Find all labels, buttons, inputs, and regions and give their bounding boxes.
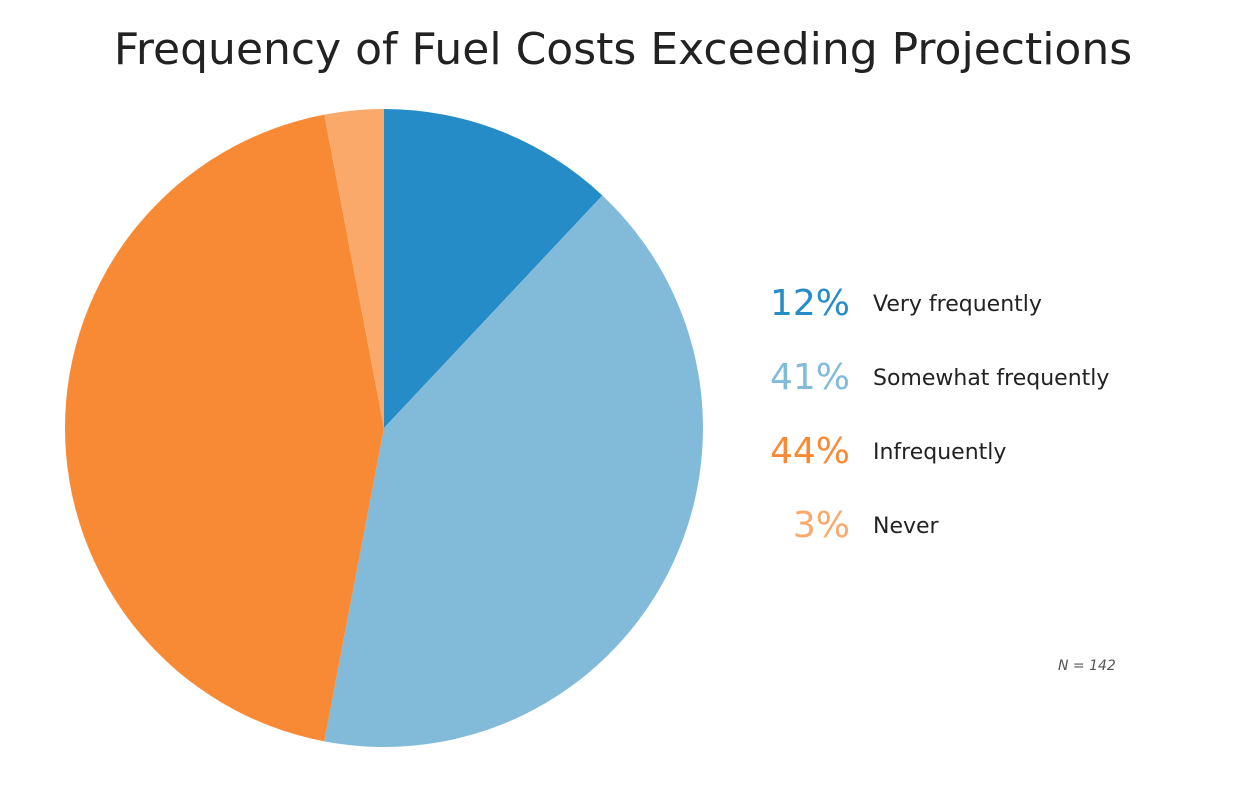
legend: 12% Very frequently 41% Somewhat frequen… — [740, 280, 1200, 576]
sample-size-note: N = 142 — [1058, 658, 1116, 674]
legend-row-never: 3% Never — [740, 502, 1200, 576]
pie-slice-infrequently — [65, 114, 385, 742]
legend-row-very-frequently: 12% Very frequently — [740, 280, 1200, 354]
legend-row-infrequently: 44% Infrequently — [740, 428, 1200, 502]
legend-row-somewhat-frequently: 41% Somewhat frequently — [740, 354, 1200, 428]
legend-pct-infrequently: 44% — [769, 431, 850, 472]
legend-label-somewhat-frequently: Somewhat frequently — [873, 366, 1110, 391]
legend-pct-somewhat-frequently: 41% — [769, 357, 850, 398]
pie-slice-very-frequently — [384, 109, 603, 428]
pie-slice-somewhat-frequently — [324, 195, 703, 747]
pie-slice-never — [324, 109, 384, 428]
chart-title: Frequency of Fuel Costs Exceeding Projec… — [113, 24, 1133, 75]
legend-pct-very-frequently: 12% — [769, 283, 850, 324]
legend-pct-never: 3% — [792, 505, 850, 546]
legend-label-infrequently: Infrequently — [873, 440, 1007, 465]
legend-label-very-frequently: Very frequently — [873, 292, 1042, 317]
pie-slices-group — [65, 109, 703, 747]
legend-label-never: Never — [873, 514, 939, 539]
